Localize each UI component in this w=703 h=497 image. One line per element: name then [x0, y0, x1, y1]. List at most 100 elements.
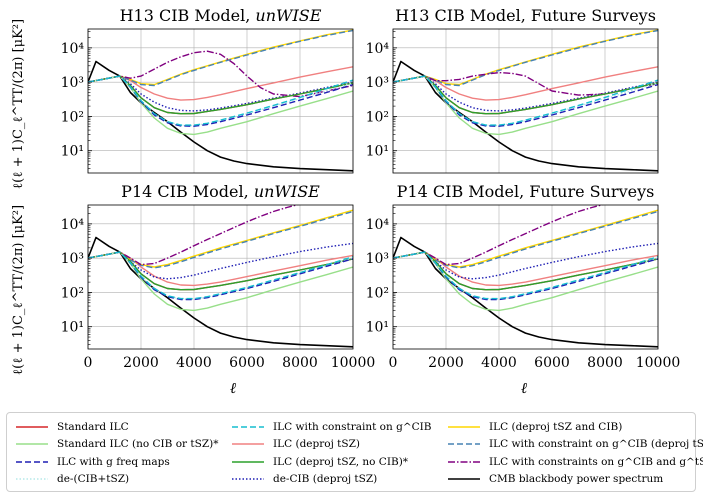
legend-item-deproj_tsz: ILC (deproj tSZ)	[229, 436, 445, 454]
series-line-deproj_tsz_nocib	[88, 251, 353, 291]
legend-swatch	[232, 478, 264, 481]
legend-swatch	[448, 425, 480, 428]
series-line-decib_deproj	[393, 75, 658, 112]
y-tick-label: 10⁴	[366, 41, 390, 57]
x-tick-label: 0	[84, 355, 93, 371]
x-tick-label: 2000	[428, 355, 464, 371]
legend-label: de-CIB (deproj tSZ)	[273, 473, 378, 486]
y-tick-label: 10¹	[366, 320, 389, 336]
x-tick-label: 8000	[282, 355, 318, 371]
series-line-std_nocib	[88, 75, 353, 136]
x-tick-label: 10000	[331, 355, 376, 371]
legend-item-gfreq: ILC with g freq maps	[13, 453, 229, 471]
series-line-cons_g_gtsz	[88, 50, 353, 98]
series-line-gfreq	[88, 75, 353, 127]
series-line-cons_g_deproj	[88, 210, 353, 269]
legend-label: CMB blackbody power spectrum	[489, 473, 664, 486]
series-group	[393, 205, 658, 348]
legend-label: ILC with g freq maps	[57, 455, 170, 468]
legend-item-cons_g_gtsz: ILC with constraints on g^CIB and g^tSZ	[445, 453, 703, 471]
series-line-gfreq	[88, 251, 353, 301]
y-tick-label: 10¹	[61, 144, 84, 160]
series-line-deproj_tsz_nocib	[393, 251, 658, 291]
y-tick-label: 10³	[366, 75, 389, 91]
x-tick-label: 4000	[481, 355, 517, 371]
panel-title: P14 CIB Model, Future Surveys	[397, 182, 655, 201]
legend-item-cons_g_deproj: ILC with constraint on g^CIB (deproj tSZ…	[445, 436, 703, 454]
legend-item-decib_tsz: de-(CIB+tSZ)	[13, 471, 229, 489]
legend-label: ILC with constraints on g^CIB and g^tSZ	[489, 455, 703, 468]
panel-title: H13 CIB Model, Future Surveys	[395, 6, 656, 25]
series-line-cmb	[88, 236, 353, 348]
legend-item-deproj_tsz_cib: ILC (deproj tSZ and CIB)	[445, 418, 691, 436]
y-tick-label: 10⁴	[61, 217, 85, 233]
x-tick-label: 8000	[587, 355, 623, 371]
legend-item-cons_g: ILC with constraint on g^CIB	[229, 418, 445, 436]
x-axis-label-right: ℓ	[521, 379, 527, 397]
x-tick-label: 4000	[176, 355, 212, 371]
series-line-cons_g_deproj	[393, 210, 658, 269]
series-group	[393, 29, 658, 172]
legend-item-deproj_tsz_nocib: ILC (deproj tSZ, no CIB)*	[229, 453, 445, 471]
figure: ℓ(ℓ + 1)C_ℓ^TT/(2π) [μK²] ℓ(ℓ + 1)C_ℓ^TT…	[11, 6, 681, 397]
y-tick-label: 10¹	[61, 320, 84, 336]
series-line-deproj_tsz	[88, 66, 353, 101]
series-line-cmb	[393, 236, 658, 348]
y-tick-label: 10⁴	[366, 217, 390, 233]
series-line-cons_g_gtsz	[88, 205, 299, 266]
series-line-decib_deproj	[88, 75, 353, 112]
series-line-deproj_tsz_nocib	[88, 75, 353, 115]
y-tick-label: 10³	[61, 75, 84, 91]
y-tick-label: 10²	[366, 109, 389, 125]
legend-swatch	[16, 478, 48, 481]
legend-swatch	[232, 443, 264, 446]
x-axis-label-left: ℓ	[230, 379, 236, 397]
plot-frame	[87, 204, 354, 350]
y-tick-label: 10⁴	[61, 41, 85, 57]
legend-grid: Standard ILC Standard ILC (no CIB or tSZ)…	[13, 418, 703, 489]
series-line-deproj_tsz_nocib	[393, 75, 658, 115]
y-tick-label: 10¹	[366, 144, 389, 160]
legend-label: Standard ILC (no CIB or tSZ)*	[57, 438, 219, 451]
y-tick-label: 10²	[366, 285, 389, 301]
legend-label: ILC with constraint on g^CIB	[273, 420, 432, 433]
series-line-gfreq	[393, 251, 658, 301]
legend-swatch	[16, 443, 48, 446]
series-line-cons_g_deproj	[393, 29, 658, 87]
series-line-cons_g	[88, 75, 353, 126]
legend-label: Standard ILC	[57, 420, 129, 433]
plot-frame	[392, 28, 659, 174]
panel-3: 10¹ 10² 10³ 10⁴ 0 2000 4000 6000 8000 10000 P14 CI…	[61, 182, 376, 371]
series-line-decib_tsz	[88, 75, 353, 127]
legend-item-decib_deproj: de-CIB (deproj tSZ)	[229, 471, 445, 489]
legend-item-std_nocib: Standard ILC (no CIB or tSZ)*	[13, 436, 229, 454]
legend: Standard ILC Standard ILC (no CIB or tSZ)…	[6, 412, 703, 492]
legend-swatch	[16, 425, 48, 428]
y-tick-label: 10³	[61, 251, 84, 267]
x-tick-label: 0	[389, 355, 398, 371]
legend-label: de-(CIB+tSZ)	[57, 473, 130, 486]
y-axis-label-top: ℓ(ℓ + 1)C_ℓ^TT/(2π) [μK²]	[11, 19, 26, 189]
legend-item-standard: Standard ILC	[13, 418, 229, 436]
x-tick-label: 2000	[123, 355, 159, 371]
legend-label: ILC (deproj tSZ and CIB)	[489, 420, 623, 433]
y-tick-label: 10²	[61, 109, 84, 125]
series-line-std_nocib	[393, 251, 658, 312]
legend-swatch	[448, 443, 480, 446]
panel-4: 10¹ 10² 10³ 10⁴ 0 2000 4000 6000 8000 10000 P14 CI…	[366, 182, 681, 371]
series-line-cons_g_gtsz	[393, 71, 658, 96]
series-group	[88, 29, 353, 172]
series-line-deproj_tsz	[393, 66, 658, 101]
series-line-decib_tsz	[393, 75, 658, 127]
series-line-std_nocib	[393, 75, 658, 136]
legend-swatch	[448, 460, 480, 463]
series-line-decib_deproj	[88, 242, 353, 280]
panel-title: H13 CIB Model, unWISE	[120, 6, 322, 25]
legend-swatch	[448, 478, 480, 481]
legend-swatch	[16, 460, 48, 463]
y-tick-label: 10³	[366, 251, 389, 267]
panel-1: 10¹ 10² 10³ 10⁴ H13 CIB Model, unWISE	[61, 6, 354, 174]
x-tick-label: 10000	[636, 355, 681, 371]
plot-frame	[87, 28, 354, 174]
plot-frame	[392, 204, 659, 350]
